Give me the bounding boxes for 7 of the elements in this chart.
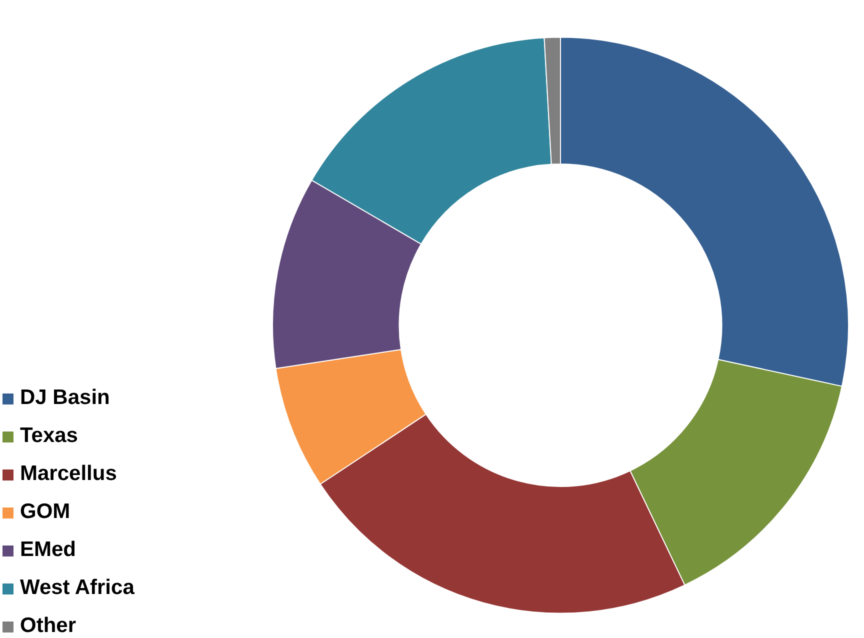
legend-label: GOM <box>20 500 70 524</box>
legend-label: West Africa <box>20 576 134 600</box>
legend-label: EMed <box>20 538 76 562</box>
legend-label: Other <box>20 614 76 638</box>
legend-label: Texas <box>20 424 78 448</box>
legend-label: Marcellus <box>20 462 117 486</box>
legend-label: DJ Basin <box>20 386 110 410</box>
